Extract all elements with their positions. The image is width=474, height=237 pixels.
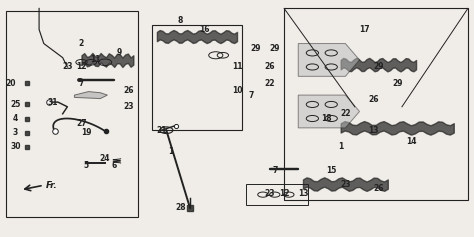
Text: 19: 19 <box>81 128 91 137</box>
Bar <box>6 11 138 217</box>
Text: 5: 5 <box>83 161 89 170</box>
Text: 15: 15 <box>326 165 337 174</box>
Text: 16: 16 <box>199 25 209 34</box>
Text: 7: 7 <box>272 165 277 174</box>
Text: 26: 26 <box>123 86 134 95</box>
Text: 26: 26 <box>373 184 383 193</box>
Text: 23: 23 <box>62 63 73 72</box>
Text: 18: 18 <box>321 114 332 123</box>
Polygon shape <box>74 91 108 99</box>
Text: 1: 1 <box>168 147 173 156</box>
Text: 9: 9 <box>117 48 122 57</box>
Text: 26: 26 <box>265 63 275 72</box>
Text: 10: 10 <box>232 86 242 95</box>
Text: 22: 22 <box>265 79 275 88</box>
Text: 1: 1 <box>338 142 343 151</box>
Text: 29: 29 <box>251 44 261 53</box>
Text: 29: 29 <box>269 44 280 53</box>
Bar <box>284 9 468 201</box>
Text: 22: 22 <box>340 109 351 118</box>
Text: 11: 11 <box>232 63 242 72</box>
Text: 27: 27 <box>76 119 87 128</box>
Text: 28: 28 <box>175 203 186 212</box>
Text: Fr.: Fr. <box>46 181 58 190</box>
Text: 29: 29 <box>373 63 383 72</box>
Text: 12: 12 <box>279 189 289 198</box>
Polygon shape <box>298 44 359 76</box>
Text: 23: 23 <box>123 102 134 111</box>
Text: 13: 13 <box>368 126 379 135</box>
Text: 23: 23 <box>265 189 275 198</box>
Text: 12: 12 <box>76 63 87 72</box>
Text: 26: 26 <box>368 95 379 104</box>
Polygon shape <box>298 95 359 128</box>
Text: 21: 21 <box>156 126 167 135</box>
Text: 20: 20 <box>6 79 16 88</box>
Text: 14: 14 <box>406 137 417 146</box>
Text: 7: 7 <box>248 91 254 100</box>
Text: 11: 11 <box>91 55 101 64</box>
Text: 13: 13 <box>298 189 308 198</box>
Text: 4: 4 <box>13 114 18 123</box>
Text: 2: 2 <box>79 39 84 48</box>
Text: 8: 8 <box>178 16 183 25</box>
Text: 29: 29 <box>392 79 402 88</box>
Bar <box>246 184 308 205</box>
Text: 17: 17 <box>359 25 370 34</box>
Text: 30: 30 <box>10 142 21 151</box>
Bar <box>152 25 242 130</box>
Text: 24: 24 <box>100 154 110 163</box>
Text: 23: 23 <box>340 180 351 189</box>
Text: 25: 25 <box>10 100 21 109</box>
Text: 3: 3 <box>13 128 18 137</box>
Text: 7: 7 <box>79 79 84 88</box>
Text: 31: 31 <box>48 98 58 107</box>
Text: 6: 6 <box>112 161 117 170</box>
